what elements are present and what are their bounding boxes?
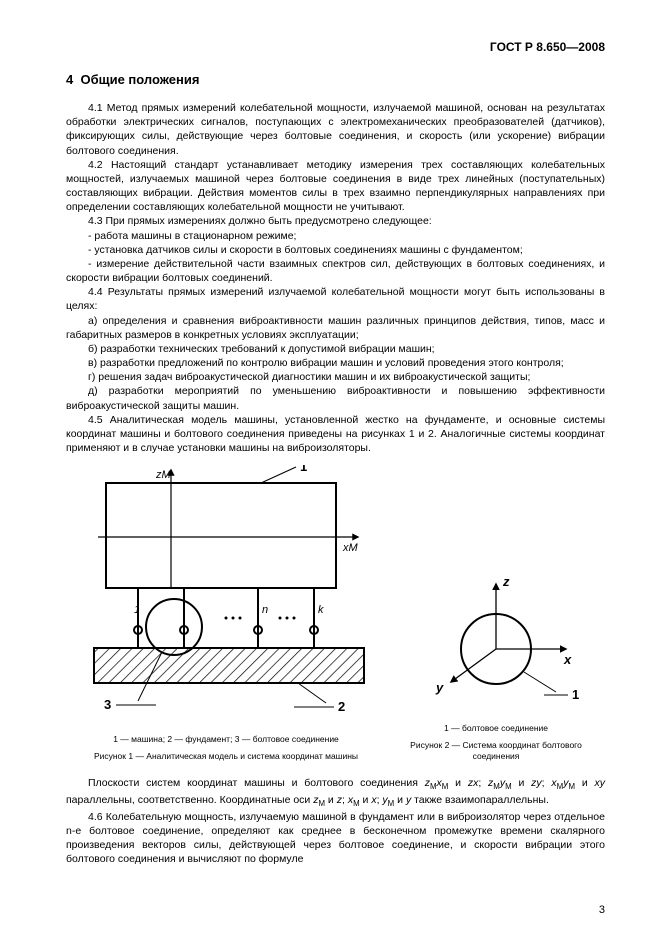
figure-1-caption: Рисунок 1 — Аналитическая модель и систе… (66, 751, 386, 762)
para-4-4-b: б) разработки технических требований к д… (66, 342, 605, 356)
figure-1-legend: 1 — машина; 2 — фундамент; 3 — болтовое … (66, 734, 386, 745)
para-4-4-c: в) разработки предложений по контролю ви… (66, 356, 605, 370)
fig2-one: 1 (572, 687, 579, 702)
para-4-3: 4.3 При прямых измерениях должно быть пр… (66, 214, 605, 228)
para-4-3-c: - измерение действительной части взаимны… (66, 257, 605, 285)
figure-2-svg: z x y 1 (396, 564, 596, 719)
figure-2-caption: Рисунок 2 — Система координат болтового … (396, 740, 596, 762)
figure-1-svg: zM xM 1 1 n (66, 465, 386, 725)
para-4-5: 4.5 Аналитическая модель машины, установ… (66, 413, 605, 456)
fig2-y: y (435, 680, 444, 695)
fig2-x: x (563, 652, 572, 667)
page-number: 3 (599, 904, 605, 916)
para-4-4-a: а) определения и сравнения виброактивнос… (66, 314, 605, 342)
section-number: 4 (66, 72, 73, 87)
para-4-4: 4.4 Результаты прямых измерений излучаем… (66, 285, 605, 313)
para-4-1: 4.1 Метод прямых измерений колебательной… (66, 101, 605, 158)
figure-2-container: z x y 1 1 — болтовое соединение Рисунок … (396, 465, 596, 762)
section-title: Общие положения (80, 72, 199, 87)
para-4-3-a: - работа машины в стационарном режиме; (66, 229, 605, 243)
fig1-bolt1-label: 1 (134, 604, 140, 616)
fig1-z-label: zM (155, 469, 172, 481)
fig1-boltn-label: n (262, 604, 268, 616)
fig2-z: z (502, 574, 510, 589)
para-4-3-b: - установка датчиков силы и скорости в б… (66, 243, 605, 257)
figure-2-legend: 1 — болтовое соединение (396, 723, 596, 734)
fig1-found-label: 2 (338, 699, 345, 714)
doc-number: ГОСТ Р 8.650—2008 (66, 40, 605, 54)
fig1-boltk-label: k (318, 604, 324, 616)
para-4-4-d: г) решения задач виброакустической диагн… (66, 370, 605, 384)
section-heading: 4 Общие положения (66, 72, 605, 87)
para-4-2: 4.2 Настоящий стандарт устанавливает мет… (66, 158, 605, 215)
fig1-top-label: 1 (300, 465, 307, 474)
fig1-circle-label: 3 (104, 697, 111, 712)
figure-1-container: zM xM 1 1 n (66, 465, 386, 762)
para-4-6: 4.6 Колебательную мощность, излучаемую м… (66, 810, 605, 867)
para-axes: Плоскости систем координат машины и болт… (66, 776, 605, 809)
fig1-x-label: xM (342, 542, 359, 554)
para-4-4-e: д) разработки мероприятий по уменьшению … (66, 384, 605, 412)
